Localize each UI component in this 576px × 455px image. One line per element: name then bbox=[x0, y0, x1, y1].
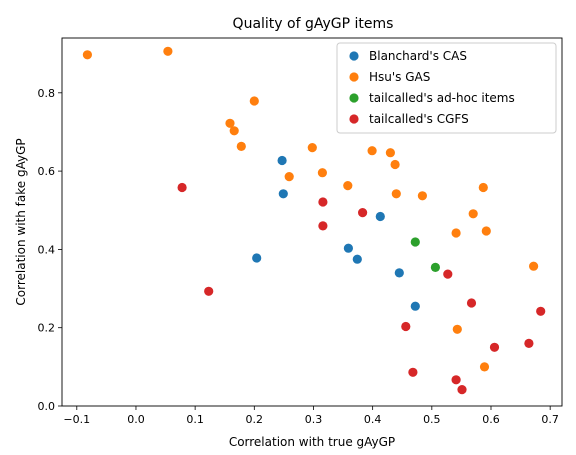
data-point bbox=[375, 211, 385, 222]
plot-area bbox=[82, 46, 546, 395]
chart-title: Quality of gAyGP items bbox=[233, 16, 394, 32]
data-point bbox=[278, 189, 288, 199]
legend-marker bbox=[349, 51, 359, 61]
legend-label: Hsu's GAS bbox=[369, 70, 430, 84]
data-point bbox=[451, 375, 461, 385]
data-point bbox=[481, 226, 491, 236]
data-point bbox=[391, 189, 401, 199]
y-tick-label: 0.0 bbox=[38, 400, 56, 413]
data-point bbox=[249, 96, 259, 106]
data-point bbox=[318, 221, 328, 231]
data-point bbox=[451, 228, 461, 238]
x-tick-label: 0.2 bbox=[246, 413, 264, 426]
data-point bbox=[343, 243, 353, 253]
legend-label: tailcalled's ad-hoc items bbox=[369, 91, 515, 105]
x-tick-label: 0.1 bbox=[186, 413, 204, 426]
data-point bbox=[277, 155, 287, 166]
x-tick-label: 0.3 bbox=[305, 413, 323, 426]
data-point bbox=[229, 126, 239, 136]
data-point bbox=[529, 261, 539, 271]
data-point bbox=[524, 338, 534, 348]
data-point bbox=[536, 306, 546, 316]
legend: Blanchard's CAS Hsu's GAS tailcalled's ad-… bbox=[336, 42, 557, 134]
data-point bbox=[204, 286, 214, 296]
data-point bbox=[401, 321, 411, 332]
y-axis-label: Correlation with fake gAyGP bbox=[14, 138, 28, 305]
data-point bbox=[343, 181, 353, 191]
data-point bbox=[317, 168, 327, 178]
data-point bbox=[82, 50, 92, 60]
x-tick-label: 0.4 bbox=[364, 413, 382, 426]
series-1 bbox=[82, 46, 539, 372]
legend-marker bbox=[349, 114, 359, 124]
legend-marker bbox=[349, 72, 359, 82]
series-0 bbox=[252, 155, 420, 311]
data-point bbox=[478, 182, 488, 193]
data-point bbox=[408, 367, 418, 377]
axis-ticks: −0.1 0.0 0.1 0.2 0.3 0.4 0.5 0.6 0.7 0.0 0.2 0.4 0.6… bbox=[38, 87, 559, 426]
data-point bbox=[489, 342, 500, 352]
data-point bbox=[163, 46, 173, 56]
x-tick-label: 0.6 bbox=[482, 413, 500, 426]
data-point bbox=[457, 385, 467, 395]
series-3 bbox=[177, 182, 546, 395]
data-point bbox=[410, 301, 420, 311]
data-point bbox=[443, 269, 453, 279]
x-tick-label: 0.7 bbox=[541, 413, 559, 426]
data-point bbox=[352, 254, 362, 264]
data-point bbox=[479, 362, 490, 372]
data-point bbox=[468, 209, 478, 219]
data-point bbox=[385, 148, 395, 158]
legend-marker bbox=[349, 93, 359, 103]
legend-box bbox=[336, 42, 557, 134]
y-tick-label: 0.8 bbox=[38, 87, 56, 100]
y-tick-label: 0.4 bbox=[38, 243, 56, 256]
data-point bbox=[358, 208, 368, 218]
data-point bbox=[252, 253, 262, 263]
data-point bbox=[177, 182, 187, 193]
data-point bbox=[452, 324, 462, 334]
data-point bbox=[367, 146, 377, 156]
legend-label: tailcalled's CGFS bbox=[369, 112, 469, 126]
series-2 bbox=[410, 237, 440, 272]
legend-label: Blanchard's CAS bbox=[369, 49, 467, 63]
x-tick-label: −0.1 bbox=[63, 413, 90, 426]
data-point bbox=[307, 143, 317, 153]
y-tick-label: 0.6 bbox=[38, 165, 56, 178]
data-point bbox=[417, 191, 427, 201]
y-tick-label: 0.2 bbox=[38, 322, 56, 335]
x-axis-label: Correlation with true gAyGP bbox=[229, 435, 395, 449]
plot-frame bbox=[61, 37, 563, 407]
data-point bbox=[390, 159, 400, 170]
data-point bbox=[284, 172, 294, 182]
data-point bbox=[318, 197, 328, 207]
x-tick-label: 0.5 bbox=[423, 413, 441, 426]
data-point bbox=[394, 268, 404, 278]
data-point bbox=[410, 237, 420, 247]
data-point bbox=[466, 298, 477, 308]
data-point bbox=[225, 118, 235, 128]
data-point bbox=[430, 262, 440, 272]
x-tick-label: 0.0 bbox=[127, 413, 145, 426]
data-point bbox=[236, 141, 246, 151]
